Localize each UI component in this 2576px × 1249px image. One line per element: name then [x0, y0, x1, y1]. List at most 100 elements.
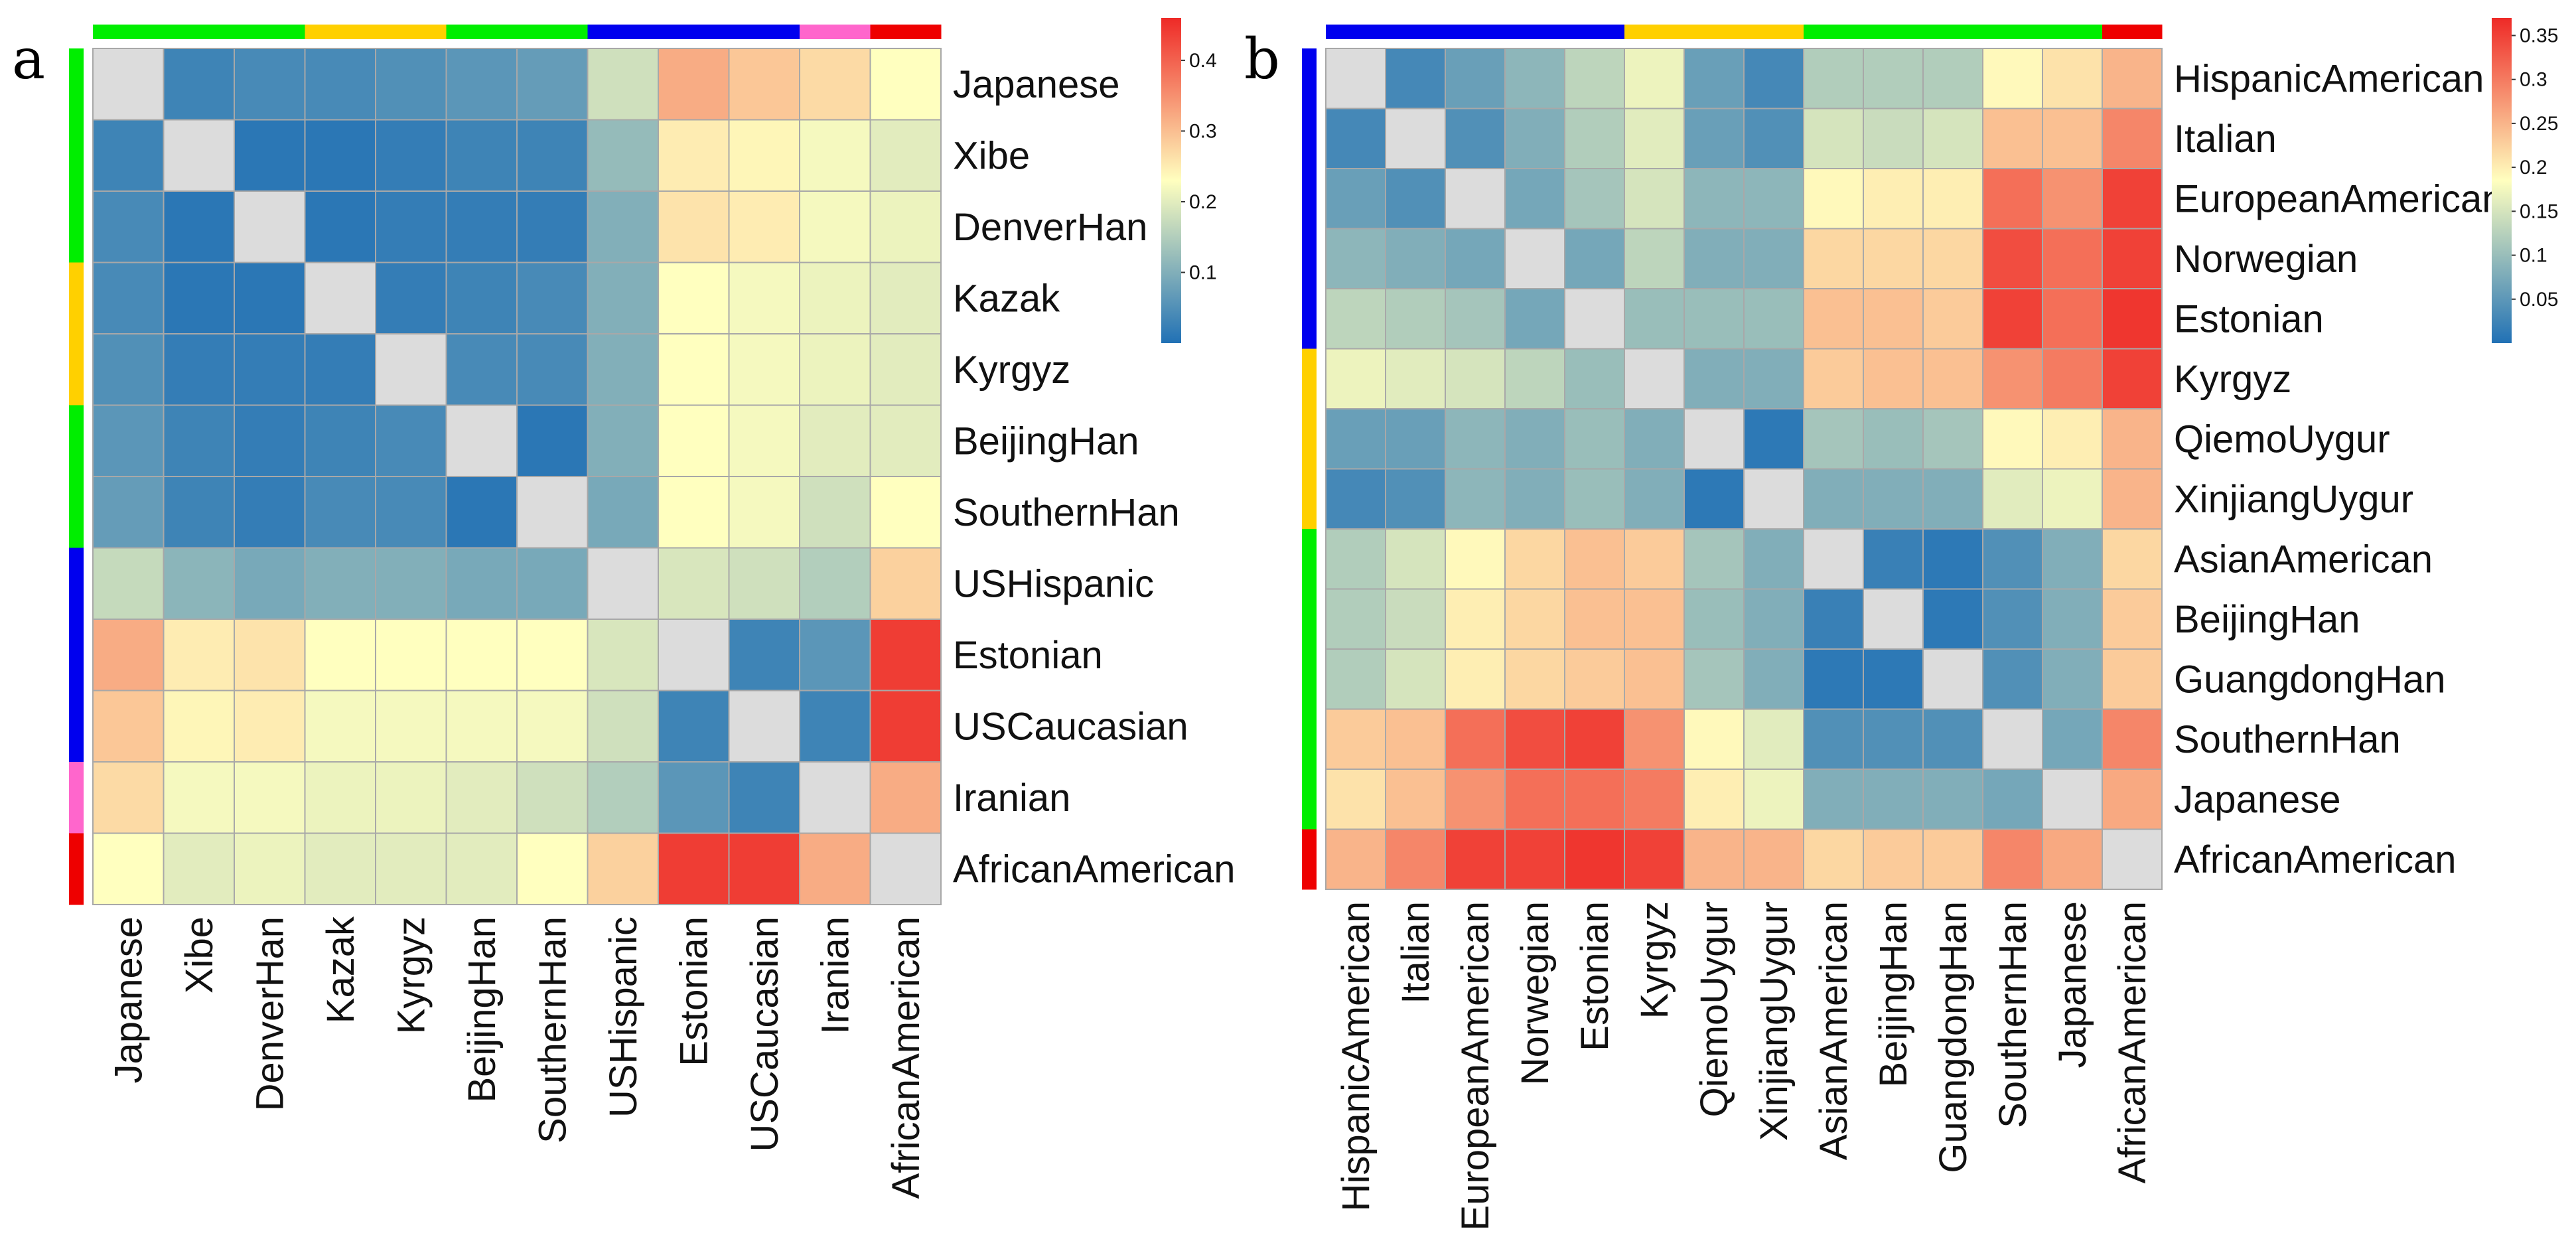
group-strip-left-hispanicamerican	[1302, 48, 1317, 109]
heatmap-cell	[92, 404, 165, 477]
heatmap-cell	[1803, 108, 1864, 169]
heatmap-cell	[1863, 108, 1924, 169]
heatmap-cell	[587, 190, 659, 263]
heatmap-cell	[304, 547, 376, 620]
heatmap-cell	[587, 119, 659, 192]
col-label-europeanamerican: EuropeanAmerican	[1454, 901, 1497, 1231]
col-label-kazak: Kazak	[319, 916, 362, 1023]
heatmap-cell	[234, 119, 306, 192]
heatmap-cell	[728, 547, 800, 620]
heatmap-cell	[2042, 228, 2103, 289]
heatmap-cell	[1803, 408, 1864, 470]
heatmap-cell	[587, 619, 659, 692]
heatmap-cell	[1683, 528, 1745, 590]
heatmap-cell	[1982, 468, 2043, 530]
heatmap-cell	[1624, 528, 1685, 590]
heatmap-cell	[1504, 828, 1565, 890]
heatmap-cell	[2042, 468, 2103, 530]
heatmap-cell	[1743, 168, 1804, 230]
heatmap-cell	[2042, 168, 2103, 230]
heatmap-cell	[799, 261, 871, 334]
heatmap-cell	[2102, 828, 2163, 890]
heatmap-cell	[445, 190, 518, 263]
heatmap-cell	[92, 690, 165, 763]
heatmap-cell	[2042, 528, 2103, 590]
heatmap-cell	[1683, 288, 1745, 350]
heatmap-cell	[1385, 168, 1446, 230]
heatmap-cell	[1325, 648, 1386, 710]
row-label-japanese: Japanese	[2174, 778, 2341, 821]
colorbar-tick-label: 0.1	[1189, 261, 1217, 283]
heatmap-cell	[1863, 468, 1924, 530]
heatmap-cell	[1743, 108, 1804, 169]
heatmap-cell	[1385, 288, 1446, 350]
group-strip-left-africanamerican	[1302, 829, 1317, 890]
heatmap-cell	[1325, 408, 1386, 470]
group-strip-left-europeanamerican	[1302, 169, 1317, 229]
group-strip-top-africanamerican	[2102, 25, 2163, 39]
heatmap-cell	[2042, 828, 2103, 890]
heatmap-cell	[1504, 588, 1565, 650]
heatmap-cell	[1445, 288, 1506, 350]
heatmap-cell	[658, 547, 730, 620]
heatmap-cell	[1504, 468, 1565, 530]
group-strip-top-japanese	[93, 25, 164, 39]
heatmap-cell	[304, 190, 376, 263]
heatmap-cell	[1385, 708, 1446, 770]
group-strip-left-xinjianguygur	[1302, 469, 1317, 530]
col-label-asianamerican: AsianAmerican	[1812, 901, 1855, 1160]
heatmap-cell	[1445, 408, 1506, 470]
heatmap-cell	[1445, 708, 1506, 770]
heatmap-cell	[1504, 528, 1565, 590]
heatmap-cell	[728, 690, 800, 763]
heatmap-cell	[658, 404, 730, 477]
heatmap-cell	[869, 619, 942, 692]
col-label-beijinghan: BeijingHan	[1872, 901, 1915, 1088]
heatmap-cell	[1325, 48, 1386, 110]
heatmap-cell	[1863, 408, 1924, 470]
heatmap-cell	[1863, 648, 1924, 710]
heatmap-cell	[1564, 408, 1625, 470]
heatmap-cell	[658, 119, 730, 192]
group-strip-left-kazak	[69, 262, 84, 334]
heatmap-cell	[1445, 228, 1506, 289]
heatmap-cell	[445, 690, 518, 763]
heatmap-cell	[658, 619, 730, 692]
heatmap-cell	[2102, 228, 2163, 289]
heatmap-cell	[516, 619, 589, 692]
heatmap-cell	[445, 119, 518, 192]
heatmap-cell	[2102, 348, 2163, 409]
heatmap-cell	[1743, 48, 1804, 110]
heatmap-cell	[1683, 168, 1745, 230]
colorbar	[1161, 18, 1181, 343]
heatmap-cell	[1743, 769, 1804, 830]
heatmap-cell	[163, 261, 235, 334]
heatmap-cell	[1385, 348, 1446, 409]
heatmap-cell	[799, 619, 871, 692]
group-strip-top-kazak	[305, 25, 376, 39]
heatmap-cell	[728, 190, 800, 263]
heatmap-cell	[516, 690, 589, 763]
heatmap-cell	[728, 619, 800, 692]
group-strip-left-denverhan	[69, 191, 84, 263]
heatmap-cell	[1445, 48, 1506, 110]
heatmap-cell	[1683, 108, 1745, 169]
heatmap-cell	[869, 476, 942, 549]
heatmap-cell	[1564, 828, 1625, 890]
group-strip-top-guangdonghan	[1923, 25, 1983, 39]
group-strip-left-southernhan	[69, 477, 84, 548]
heatmap-cell	[1445, 828, 1506, 890]
heatmap-cell	[1564, 708, 1625, 770]
row-label-kazak: Kazak	[953, 277, 1060, 320]
heatmap-cell	[1624, 468, 1685, 530]
heatmap-cell	[728, 404, 800, 477]
colorbar	[2492, 18, 2512, 343]
heatmap-cell	[1803, 828, 1864, 890]
heatmap-cell	[1325, 108, 1386, 169]
group-strip-left-africanamerican	[69, 833, 84, 905]
panel-letter: a	[12, 27, 45, 92]
heatmap-cell	[1504, 108, 1565, 169]
heatmap-cell	[1683, 828, 1745, 890]
row-label-iranian: Iranian	[953, 776, 1070, 820]
heatmap-cell	[304, 690, 376, 763]
